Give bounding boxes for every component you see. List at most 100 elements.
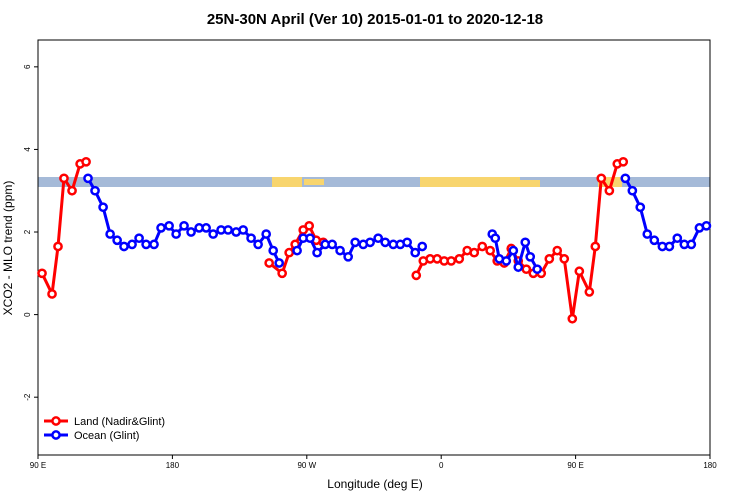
data-point	[373, 233, 384, 244]
y-tick-label: -2	[23, 393, 32, 401]
data-point	[246, 233, 256, 244]
data-point	[149, 239, 159, 250]
data-point	[127, 239, 137, 250]
data-point	[620, 173, 631, 184]
data-point	[312, 247, 322, 258]
x-axis-label: Longitude (deg E)	[327, 477, 422, 491]
data-point	[590, 241, 601, 252]
data-point	[411, 270, 422, 281]
data-point	[596, 173, 607, 184]
data-point	[156, 223, 166, 233]
data-point	[520, 237, 531, 248]
data-point	[350, 237, 361, 248]
plot-area: 90 E 180 90 W 0 90 E 180 -2 0 2 4 6 Land (Nadir&Gli…	[23, 64, 717, 470]
data-point	[105, 229, 115, 239]
data-point	[305, 233, 315, 244]
x-tick-label: 90 E	[30, 461, 46, 470]
data-point	[365, 237, 375, 248]
data-point	[454, 254, 465, 264]
data-point	[584, 287, 595, 297]
data-point	[238, 225, 249, 235]
legend-label: Ocean (Glint)	[74, 430, 139, 442]
data-point	[223, 225, 233, 235]
data-point	[642, 229, 653, 239]
data-point	[98, 202, 108, 213]
data-point	[81, 156, 91, 167]
data-point	[261, 229, 272, 239]
data-point	[201, 223, 211, 233]
data-point	[618, 156, 629, 167]
data-point	[469, 247, 480, 258]
data-point	[485, 245, 496, 256]
data-point	[552, 245, 563, 256]
y-axis-label: XCO2 - MLO trend (ppm)	[1, 181, 15, 316]
data-point	[574, 266, 585, 277]
y-tick-label: 4	[23, 147, 32, 152]
data-point	[268, 245, 279, 256]
data-point	[672, 233, 683, 244]
data-point	[53, 241, 63, 252]
data-point	[284, 247, 295, 258]
data-point	[327, 239, 338, 250]
data-point	[417, 241, 428, 252]
x-tick-label: 0	[439, 461, 444, 470]
data-point	[477, 241, 488, 252]
data-point	[67, 185, 77, 196]
data-point	[635, 202, 646, 213]
data-point	[513, 262, 524, 272]
chart-title: 25N-30N April (Ver 10) 2015-01-01 to 202…	[207, 11, 543, 28]
data-point	[380, 237, 391, 248]
data-point	[292, 245, 302, 256]
data-point	[253, 239, 263, 250]
data-point	[179, 220, 189, 231]
land-ocean-strip	[38, 177, 710, 187]
data-point	[501, 256, 512, 266]
plot-frame	[37, 39, 711, 456]
data-point	[664, 241, 675, 252]
data-point	[410, 247, 421, 258]
data-point	[134, 233, 144, 244]
data-point	[277, 268, 288, 279]
data-point	[604, 185, 615, 196]
data-point	[402, 237, 413, 248]
data-point	[525, 251, 536, 262]
data-point	[59, 173, 69, 184]
data-point	[343, 251, 354, 262]
data-point	[274, 258, 285, 268]
data-point	[649, 235, 660, 246]
data-point	[83, 173, 93, 184]
y-tick-label: 6	[23, 64, 32, 69]
data-point	[119, 241, 129, 252]
data-point	[171, 229, 181, 239]
data-point	[164, 220, 174, 231]
data-point	[532, 264, 543, 275]
data-point	[112, 235, 122, 246]
data-point	[701, 220, 712, 231]
data-point	[446, 256, 457, 266]
data-point	[304, 220, 315, 231]
legend-marker	[51, 416, 61, 426]
data-point	[686, 239, 697, 250]
data-point	[264, 258, 275, 268]
data-point	[567, 313, 578, 324]
data-point	[90, 185, 100, 196]
data-point	[544, 254, 555, 264]
legend-marker	[51, 430, 61, 440]
x-tick-label: 90 W	[297, 461, 316, 470]
data-point	[521, 264, 532, 275]
data-point	[47, 289, 57, 299]
y-tick-label: 2	[23, 229, 32, 234]
data-point	[508, 245, 519, 256]
y-tick-label: 0	[23, 312, 32, 317]
legend-label: Land (Nadir&Glint)	[74, 416, 165, 428]
data-point	[186, 227, 196, 237]
data-point	[37, 268, 47, 279]
data-point	[490, 233, 501, 244]
data-point	[627, 185, 638, 196]
data-point	[559, 254, 570, 264]
data-point	[208, 229, 219, 239]
x-tick-label: 90 E	[567, 461, 583, 470]
data-point	[141, 239, 151, 250]
data-point	[335, 245, 345, 256]
